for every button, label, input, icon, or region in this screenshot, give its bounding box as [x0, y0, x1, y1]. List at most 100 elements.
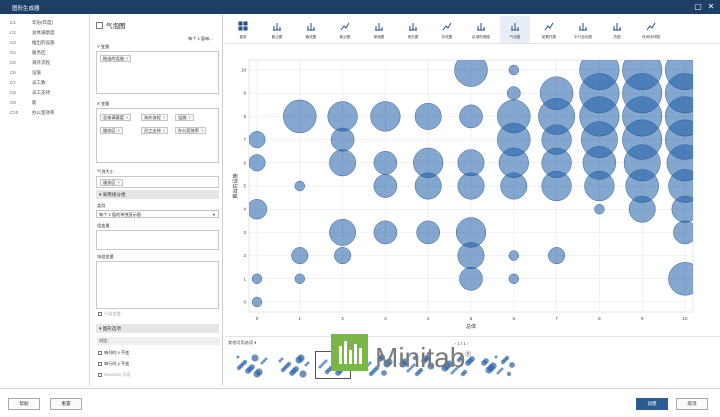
y-tick-label: 5 — [243, 184, 246, 189]
chart-options-sub: 对比 — [97, 337, 220, 345]
checkbox-windows[interactable]: Windows 页面 — [98, 372, 131, 378]
trend-icon — [340, 22, 350, 31]
help-button[interactable]: 帮助 — [8, 398, 40, 410]
grouping-select[interactable]: 每个 x 值的单独显示图 ▾ — [96, 210, 219, 218]
bubble — [373, 174, 398, 198]
sort-selector[interactable]: 每个 x 值每... — [188, 36, 213, 41]
line-icon — [442, 22, 452, 31]
variable-name: 薪 — [32, 100, 37, 105]
gallery-thumbnail[interactable] — [397, 351, 435, 379]
bubble — [539, 76, 574, 110]
variable-name: 员工数 — [32, 80, 46, 85]
maximize-button[interactable]: ▢ — [694, 2, 702, 11]
y-tick-label: 9 — [243, 91, 246, 96]
chart-options-header[interactable]: ▾ 图形选项 — [96, 324, 219, 333]
gallery-thumbnail[interactable] — [479, 351, 515, 379]
x-variable-box[interactable]: 总体满意度 × 海外流程 × 设施 × 服务区 × 员工支持 × 办公室效率 × — [96, 108, 219, 163]
x-tick-label: 7 — [555, 316, 558, 321]
tool-line[interactable]: 折线图 — [432, 16, 462, 43]
tool-trend[interactable]: 散点图 — [330, 16, 360, 43]
variable-item[interactable]: C9 薪 — [10, 100, 37, 107]
options-title: 气泡图 — [96, 20, 126, 30]
scatter-icon — [273, 23, 281, 31]
tool-label: 散点图 — [271, 35, 283, 39]
gallery-thumbnail[interactable] — [438, 351, 475, 379]
bubble-size-tag[interactable]: 服务区 × — [100, 179, 124, 186]
gallery-thumbnail[interactable] — [233, 351, 269, 379]
tool-pareto[interactable]: 帕累托图 — [534, 16, 564, 43]
chart-type-toolbar: 直条 散点图 箱线图 散点图 单值图 条形图 折线图 区域阶梯图 气泡图 帕累托图 平行坐标图 热图 时… — [225, 14, 720, 44]
grouping-header[interactable]: ▾ 采用组分组 — [96, 190, 219, 199]
bottom-bar: 帮助 重置 创建 取消 — [0, 388, 720, 417]
checkbox-x[interactable]: 每列的 x 不变 — [98, 350, 129, 356]
variable-item[interactable]: C6 设施 — [10, 70, 41, 77]
variable-item[interactable]: C4 服务区 — [10, 50, 46, 57]
cancel-button[interactable]: 取消 — [676, 398, 708, 410]
tool-label: 直条 — [239, 35, 247, 39]
gallery-header[interactable]: 其他可用选项 ▾ — [228, 340, 257, 345]
create-button[interactable]: 创建 — [636, 398, 668, 410]
bubble-size-box[interactable]: 服务区 × — [96, 176, 219, 188]
checkbox-y[interactable]: 每行的 y 不变 — [98, 361, 129, 367]
x-tick-label: 6 — [513, 316, 516, 321]
boxplot-icon — [307, 23, 315, 31]
x-variable-tag[interactable]: 服务区 × — [100, 127, 124, 134]
bubble — [506, 86, 521, 101]
bubble — [327, 101, 358, 132]
options-panel: 气泡图 每个 x 值每... Y 变量 推出的设施 × X 变量 总体满意度 × 海外… — [92, 14, 223, 386]
x-variable-tag[interactable]: 办公室效率 × — [175, 127, 207, 134]
tool-bar[interactable]: 条形图 — [398, 16, 428, 43]
tool-parallel[interactable]: 平行坐标图 — [568, 16, 598, 43]
tool-area[interactable]: 区域阶梯图 — [466, 16, 496, 43]
variable-item[interactable]: C3 推出的设施 — [10, 40, 55, 47]
x-variable-tag[interactable]: 海外流程 × — [141, 114, 169, 121]
tool-grid[interactable]: 直条 — [228, 16, 258, 43]
y-tick-label: 7 — [243, 137, 246, 142]
y-variable-tag[interactable]: 推出的设施 × — [100, 55, 132, 62]
y-tick-label: 3 — [243, 230, 246, 235]
tool-scatter[interactable]: 散点图 — [262, 16, 292, 43]
variable-item[interactable]: C5 海外流程 — [10, 60, 50, 67]
x-variable-tag[interactable]: 总体满意度 × — [100, 114, 132, 121]
variable-name: 海外流程 — [32, 60, 50, 65]
x-tick-label: 1 — [299, 316, 302, 321]
group-variable-box[interactable] — [96, 230, 219, 250]
y-variable-box[interactable]: 推出的设施 × — [96, 51, 219, 94]
bubble — [373, 220, 398, 245]
panel-variable-box[interactable] — [96, 261, 219, 309]
bubble — [457, 172, 485, 200]
tool-boxplot[interactable]: 箱线图 — [296, 16, 326, 43]
x-variable-tag[interactable]: 设施 × — [175, 114, 194, 121]
gallery-pager[interactable]: ‹ 1 / 1 › — [455, 341, 469, 346]
x-variable-label: X 变量 — [97, 101, 110, 106]
tool-bar[interactable]: 单值图 — [364, 16, 394, 43]
variable-list: C1 年份(年度) C2 总体满意度 C3 推出的设施 C4 服务区 C5 海外流程 C6 设施 C7 员… — [0, 14, 90, 386]
bubble — [665, 60, 693, 90]
variable-item[interactable]: C8 员工支持 — [10, 90, 50, 97]
variable-name: 总体满意度 — [32, 30, 55, 35]
x-variable-tag[interactable]: 员工支持 × — [141, 127, 169, 134]
x-tick-label: 4 — [427, 316, 430, 321]
grid-icon — [238, 21, 248, 31]
bubble — [668, 262, 693, 296]
bubble — [548, 247, 566, 265]
panel-checkbox[interactable]: 分组变量 — [98, 311, 121, 317]
reset-button[interactable]: 重置 — [50, 398, 82, 410]
tool-bubble[interactable]: 气泡图 — [500, 16, 530, 43]
gallery-thumbnail[interactable] — [274, 351, 310, 379]
variable-column: C3 — [10, 40, 16, 45]
thumbnail-preview-icon — [399, 354, 435, 377]
tool-timeseries[interactable]: 时间序列图 — [636, 16, 666, 43]
tool-label: 条形图 — [407, 35, 419, 39]
variable-column: C10 — [10, 110, 19, 115]
variable-item[interactable]: C2 总体满意度 — [10, 30, 55, 37]
bubble — [508, 250, 519, 261]
area-icon — [477, 23, 485, 31]
tool-heatmap[interactable]: 热图 — [602, 16, 632, 43]
close-button[interactable]: ✕ — [707, 2, 715, 11]
variable-item[interactable]: C10 办公室效率 — [10, 110, 55, 117]
variable-item[interactable]: C1 年份(年度) — [10, 20, 53, 27]
grouping-sub-label: 类别 — [97, 203, 106, 208]
variable-item[interactable]: C7 员工数 — [10, 80, 46, 87]
bubble — [508, 273, 519, 284]
